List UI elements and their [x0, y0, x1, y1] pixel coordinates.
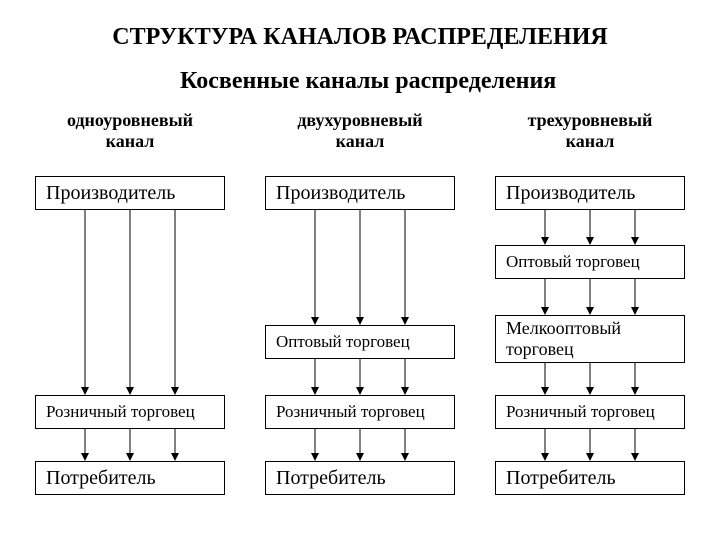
page-subtitle: Косвенные каналы распределения: [180, 68, 700, 95]
subtitle-text: Косвенные каналы распределения: [180, 68, 556, 94]
col3-wholesaler-box: Оптовый торговец: [495, 245, 685, 279]
col2-consumer-box: Потребитель: [265, 461, 455, 495]
col3-consumer-box: Потребитель: [495, 461, 685, 495]
col2-wholesaler-label: Оптовый торговец: [276, 332, 444, 352]
col1-producer-label: Производитель: [46, 182, 214, 205]
col1-consumer-box: Потребитель: [35, 461, 225, 495]
col3-retailer-box: Розничный торговец: [495, 395, 685, 429]
col2-header: двухуровневый канал: [265, 110, 455, 152]
col2-wholesaler-box: Оптовый торговец: [265, 325, 455, 359]
col3-retailer-label: Розничный торговец: [506, 402, 674, 422]
title-text: СТРУКТУРА КАНАЛОВ РАСПРЕДЕЛЕНИЯ: [112, 24, 607, 50]
col1-consumer-label: Потребитель: [46, 467, 214, 490]
col2-producer-label: Производитель: [276, 182, 444, 205]
col3-consumer-label: Потребитель: [506, 467, 674, 490]
col2-retailer-label: Розничный торговец: [276, 402, 444, 422]
col3-small-wholesaler-box: Мелкооптовый торговец: [495, 315, 685, 363]
col3-header: трехуровневый канал: [495, 110, 685, 152]
col3-wholesaler-label: Оптовый торговец: [506, 252, 674, 272]
page-title: СТРУКТУРА КАНАЛОВ РАСПРЕДЕЛЕНИЯ: [0, 24, 720, 51]
col1-producer-box: Производитель: [35, 176, 225, 210]
col3-producer-label: Производитель: [506, 182, 674, 205]
col2-consumer-label: Потребитель: [276, 467, 444, 490]
col1-header: одноуровневый канал: [35, 110, 225, 152]
col2-retailer-box: Розничный торговец: [265, 395, 455, 429]
col2-producer-box: Производитель: [265, 176, 455, 210]
col1-retailer-label: Розничный торговец: [46, 402, 214, 422]
col3-producer-box: Производитель: [495, 176, 685, 210]
col1-retailer-box: Розничный торговец: [35, 395, 225, 429]
col3-small-wholesaler-label: Мелкооптовый торговец: [506, 318, 674, 359]
